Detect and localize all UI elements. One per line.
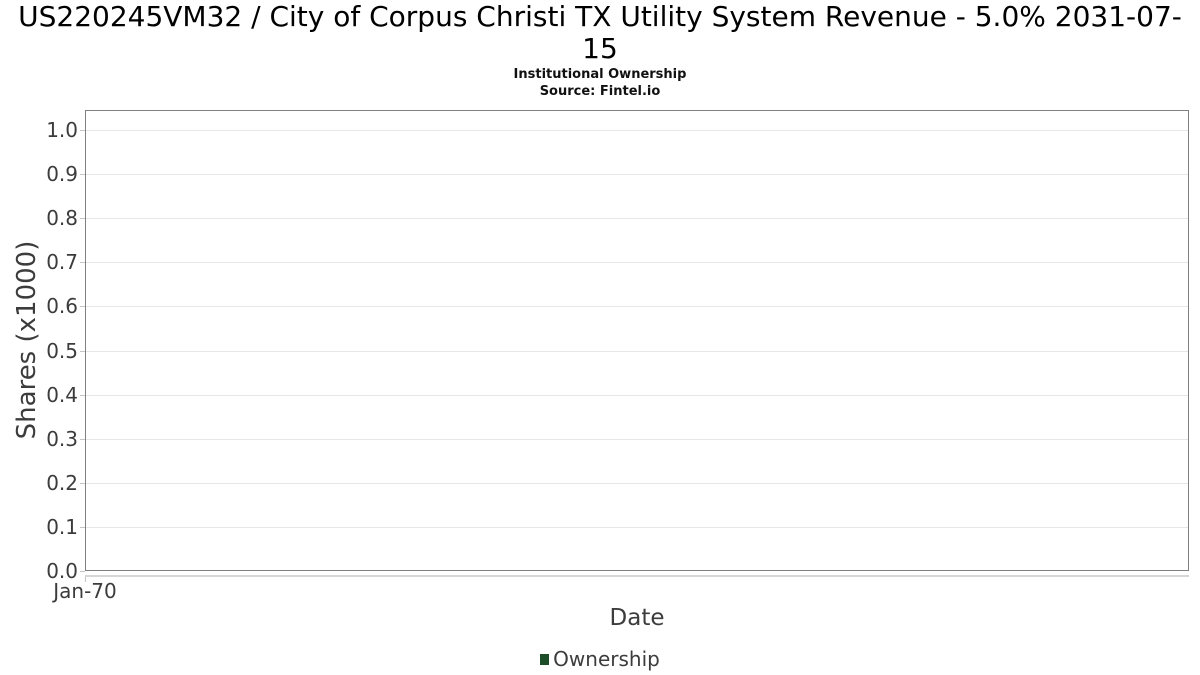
gridline — [86, 483, 1188, 484]
y-tick-mark — [80, 351, 85, 352]
y-tick-label: 0.2 — [46, 471, 78, 495]
gridline — [86, 174, 1188, 175]
chart-title: US220245VM32 / City of Corpus Christi TX… — [18, 0, 1182, 65]
y-tick-mark — [80, 306, 85, 307]
y-tick-label: 0.6 — [46, 294, 78, 318]
y-tick-mark — [80, 571, 85, 572]
y-tick-mark — [80, 262, 85, 263]
legend: Ownership — [0, 646, 1200, 672]
legend-swatch-icon — [540, 653, 550, 665]
y-tick-label: 0.3 — [46, 427, 78, 451]
gridline — [86, 439, 1188, 440]
y-tick-mark — [80, 483, 85, 484]
y-tick-mark — [80, 439, 85, 440]
y-tick-label: 1.0 — [46, 118, 78, 142]
plot-area — [85, 110, 1189, 571]
chart-source: Source: Fintel.io — [539, 84, 661, 99]
chart-subtitle: Institutional Ownership — [513, 67, 687, 82]
y-tick-mark — [80, 130, 85, 131]
y-tick-mark — [80, 174, 85, 175]
gridline — [86, 306, 1188, 307]
x-axis-line — [85, 575, 1189, 577]
y-tick-label: 0.7 — [46, 250, 78, 274]
y-tick-label: 0.9 — [46, 162, 78, 186]
x-axis-title: Date — [609, 605, 665, 631]
y-tick-label: 0.0 — [46, 559, 78, 583]
gridline — [86, 395, 1188, 396]
y-tick-mark — [80, 527, 85, 528]
gridline — [86, 218, 1188, 219]
legend-label: Ownership — [553, 647, 660, 671]
x-tick-mark — [85, 577, 86, 582]
gridline — [86, 351, 1188, 352]
gridline — [86, 527, 1188, 528]
y-tick-mark — [80, 218, 85, 219]
y-tick-mark — [80, 395, 85, 396]
x-tick-label: Jan-70 — [53, 579, 117, 603]
gridline — [86, 130, 1188, 131]
y-tick-label: 0.1 — [46, 515, 78, 539]
y-tick-label: 0.5 — [46, 339, 78, 363]
y-tick-label: 0.4 — [46, 383, 78, 407]
gridline — [86, 262, 1188, 263]
y-tick-label: 0.8 — [46, 206, 78, 230]
